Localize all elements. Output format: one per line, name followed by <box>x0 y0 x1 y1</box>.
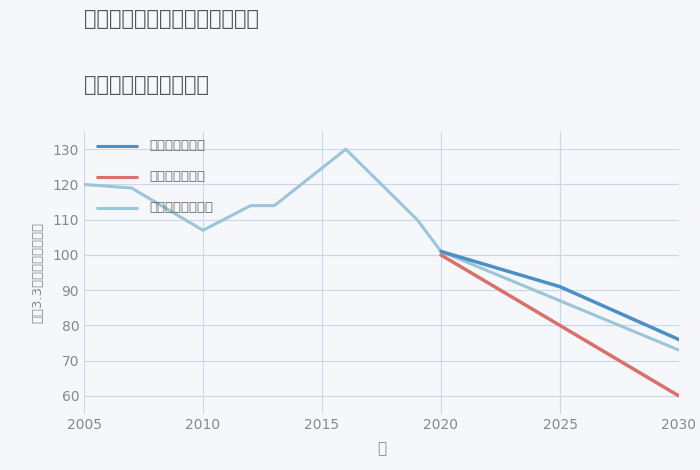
Text: 中古戸建ての価格推移: 中古戸建ての価格推移 <box>84 75 209 95</box>
Text: バッドシナリオ: バッドシナリオ <box>150 170 206 183</box>
Text: ノーマルシナリオ: ノーマルシナリオ <box>150 201 213 214</box>
Text: 埼玉県比企郡川島町上小見野の: 埼玉県比企郡川島町上小見野の <box>84 9 259 30</box>
Y-axis label: 平（3.3㎡）単価（万円）: 平（3.3㎡）単価（万円） <box>32 222 44 323</box>
X-axis label: 年: 年 <box>377 441 386 456</box>
Text: グッドシナリオ: グッドシナリオ <box>150 139 206 152</box>
